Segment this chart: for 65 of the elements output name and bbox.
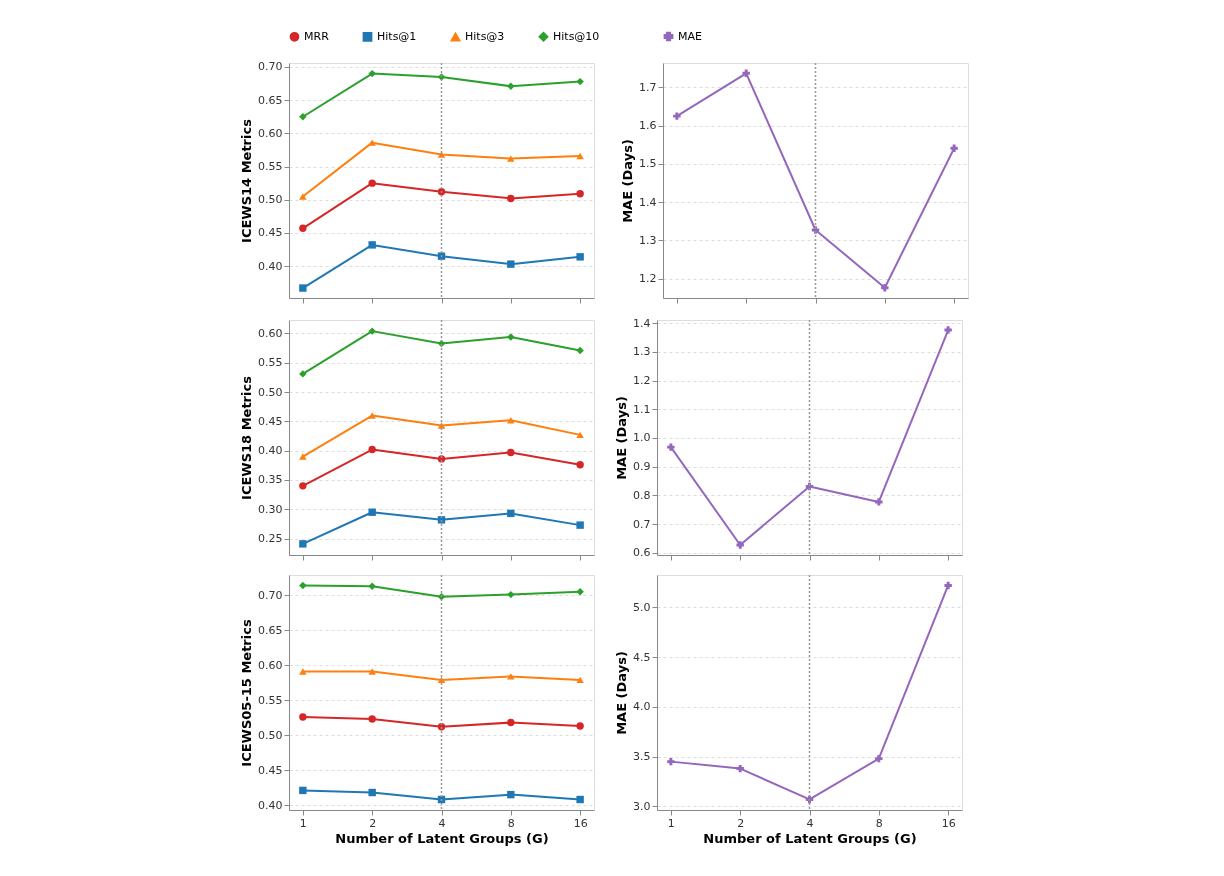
- y-tick-label: 0.40: [258, 259, 283, 273]
- y-tick-label: 1.1: [633, 402, 651, 416]
- x-tick-label: 2: [369, 816, 377, 830]
- y-tick-label: 0.65: [258, 623, 283, 637]
- x-tick-label: 16: [573, 816, 588, 830]
- y-tick-label: 0.30: [258, 502, 283, 516]
- y-tick-label: 0.45: [258, 763, 283, 777]
- y-tick-label: 0.40: [258, 798, 283, 812]
- x-tick-label: 2: [737, 816, 745, 830]
- y-tick-label: 1.4: [639, 195, 657, 209]
- y-tick-label: 0.55: [258, 160, 283, 174]
- y-tick-label: 1.4: [633, 316, 651, 330]
- y-tick-label: 0.55: [258, 693, 283, 707]
- x-tick-label: 4: [806, 816, 814, 830]
- y-tick-label: 3.5: [633, 750, 651, 764]
- y-axis-title: MAE (Days): [614, 396, 630, 480]
- x-axis-title: Number of Latent Groups (G): [335, 830, 549, 846]
- y-tick-label: 0.35: [258, 473, 283, 487]
- y-tick-label: 1.5: [639, 157, 657, 171]
- y-tick-label: 0.8: [633, 488, 651, 502]
- y-tick-label: 0.25: [258, 532, 283, 546]
- y-tick-label: 1.2: [639, 272, 657, 286]
- y-tick-label: 3.0: [633, 799, 651, 813]
- y-tick-label: 0.70: [258, 60, 283, 74]
- legend-label: Hits@3: [465, 30, 505, 44]
- y-tick-label: 1.7: [639, 80, 657, 94]
- x-axis-title: Number of Latent Groups (G): [703, 830, 917, 846]
- legend-label: Hits@1: [377, 29, 417, 43]
- y-axis-title: ICEWS18 Metrics: [239, 375, 255, 500]
- x-tick-label: 1: [299, 816, 307, 830]
- y-tick-label: 0.60: [258, 658, 283, 672]
- x-tick-label: 4: [438, 816, 446, 830]
- y-tick-label: 4.0: [633, 700, 651, 714]
- y-axis-title: ICEWS05-15 Metrics: [239, 619, 255, 767]
- y-tick-label: 1.2: [633, 374, 651, 388]
- y-tick-label: 0.40: [258, 444, 283, 458]
- y-tick-label: 0.60: [258, 326, 283, 340]
- y-tick-label: 4.5: [633, 650, 651, 664]
- y-tick-label: 0.6: [633, 546, 651, 560]
- x-tick-label: 1: [667, 816, 675, 830]
- y-tick-label: 0.55: [258, 356, 283, 370]
- y-tick-label: 1.3: [639, 233, 657, 247]
- y-axis-title: ICEWS14 Metrics: [239, 118, 255, 243]
- x-tick-label: 8: [507, 816, 515, 830]
- y-tick-label: 0.50: [258, 728, 283, 742]
- y-tick-label: 0.50: [258, 385, 283, 399]
- legend-label: MAE: [678, 29, 703, 43]
- x-tick-label: 8: [875, 816, 883, 830]
- y-tick-label: 0.50: [258, 193, 283, 207]
- y-tick-label: 1.3: [633, 345, 651, 359]
- legend-label: MRR: [304, 29, 330, 43]
- y-tick-label: 5.0: [633, 600, 651, 614]
- y-tick-label: 0.60: [258, 126, 283, 140]
- y-tick-label: 1.6: [639, 119, 657, 133]
- y-tick-label: 1.0: [633, 431, 651, 445]
- y-tick-label: 0.70: [258, 588, 283, 602]
- y-tick-label: 0.9: [633, 460, 651, 474]
- y-tick-label: 0.65: [258, 93, 283, 107]
- legend-label: Hits@10: [553, 29, 600, 43]
- y-tick-label: 0.45: [258, 414, 283, 428]
- x-tick-label: 16: [941, 816, 956, 830]
- y-tick-label: 0.45: [258, 226, 283, 240]
- y-tick-label: 0.7: [633, 517, 651, 531]
- y-axis-title: MAE (Days): [620, 139, 636, 223]
- y-axis-title: MAE (Days): [614, 651, 630, 735]
